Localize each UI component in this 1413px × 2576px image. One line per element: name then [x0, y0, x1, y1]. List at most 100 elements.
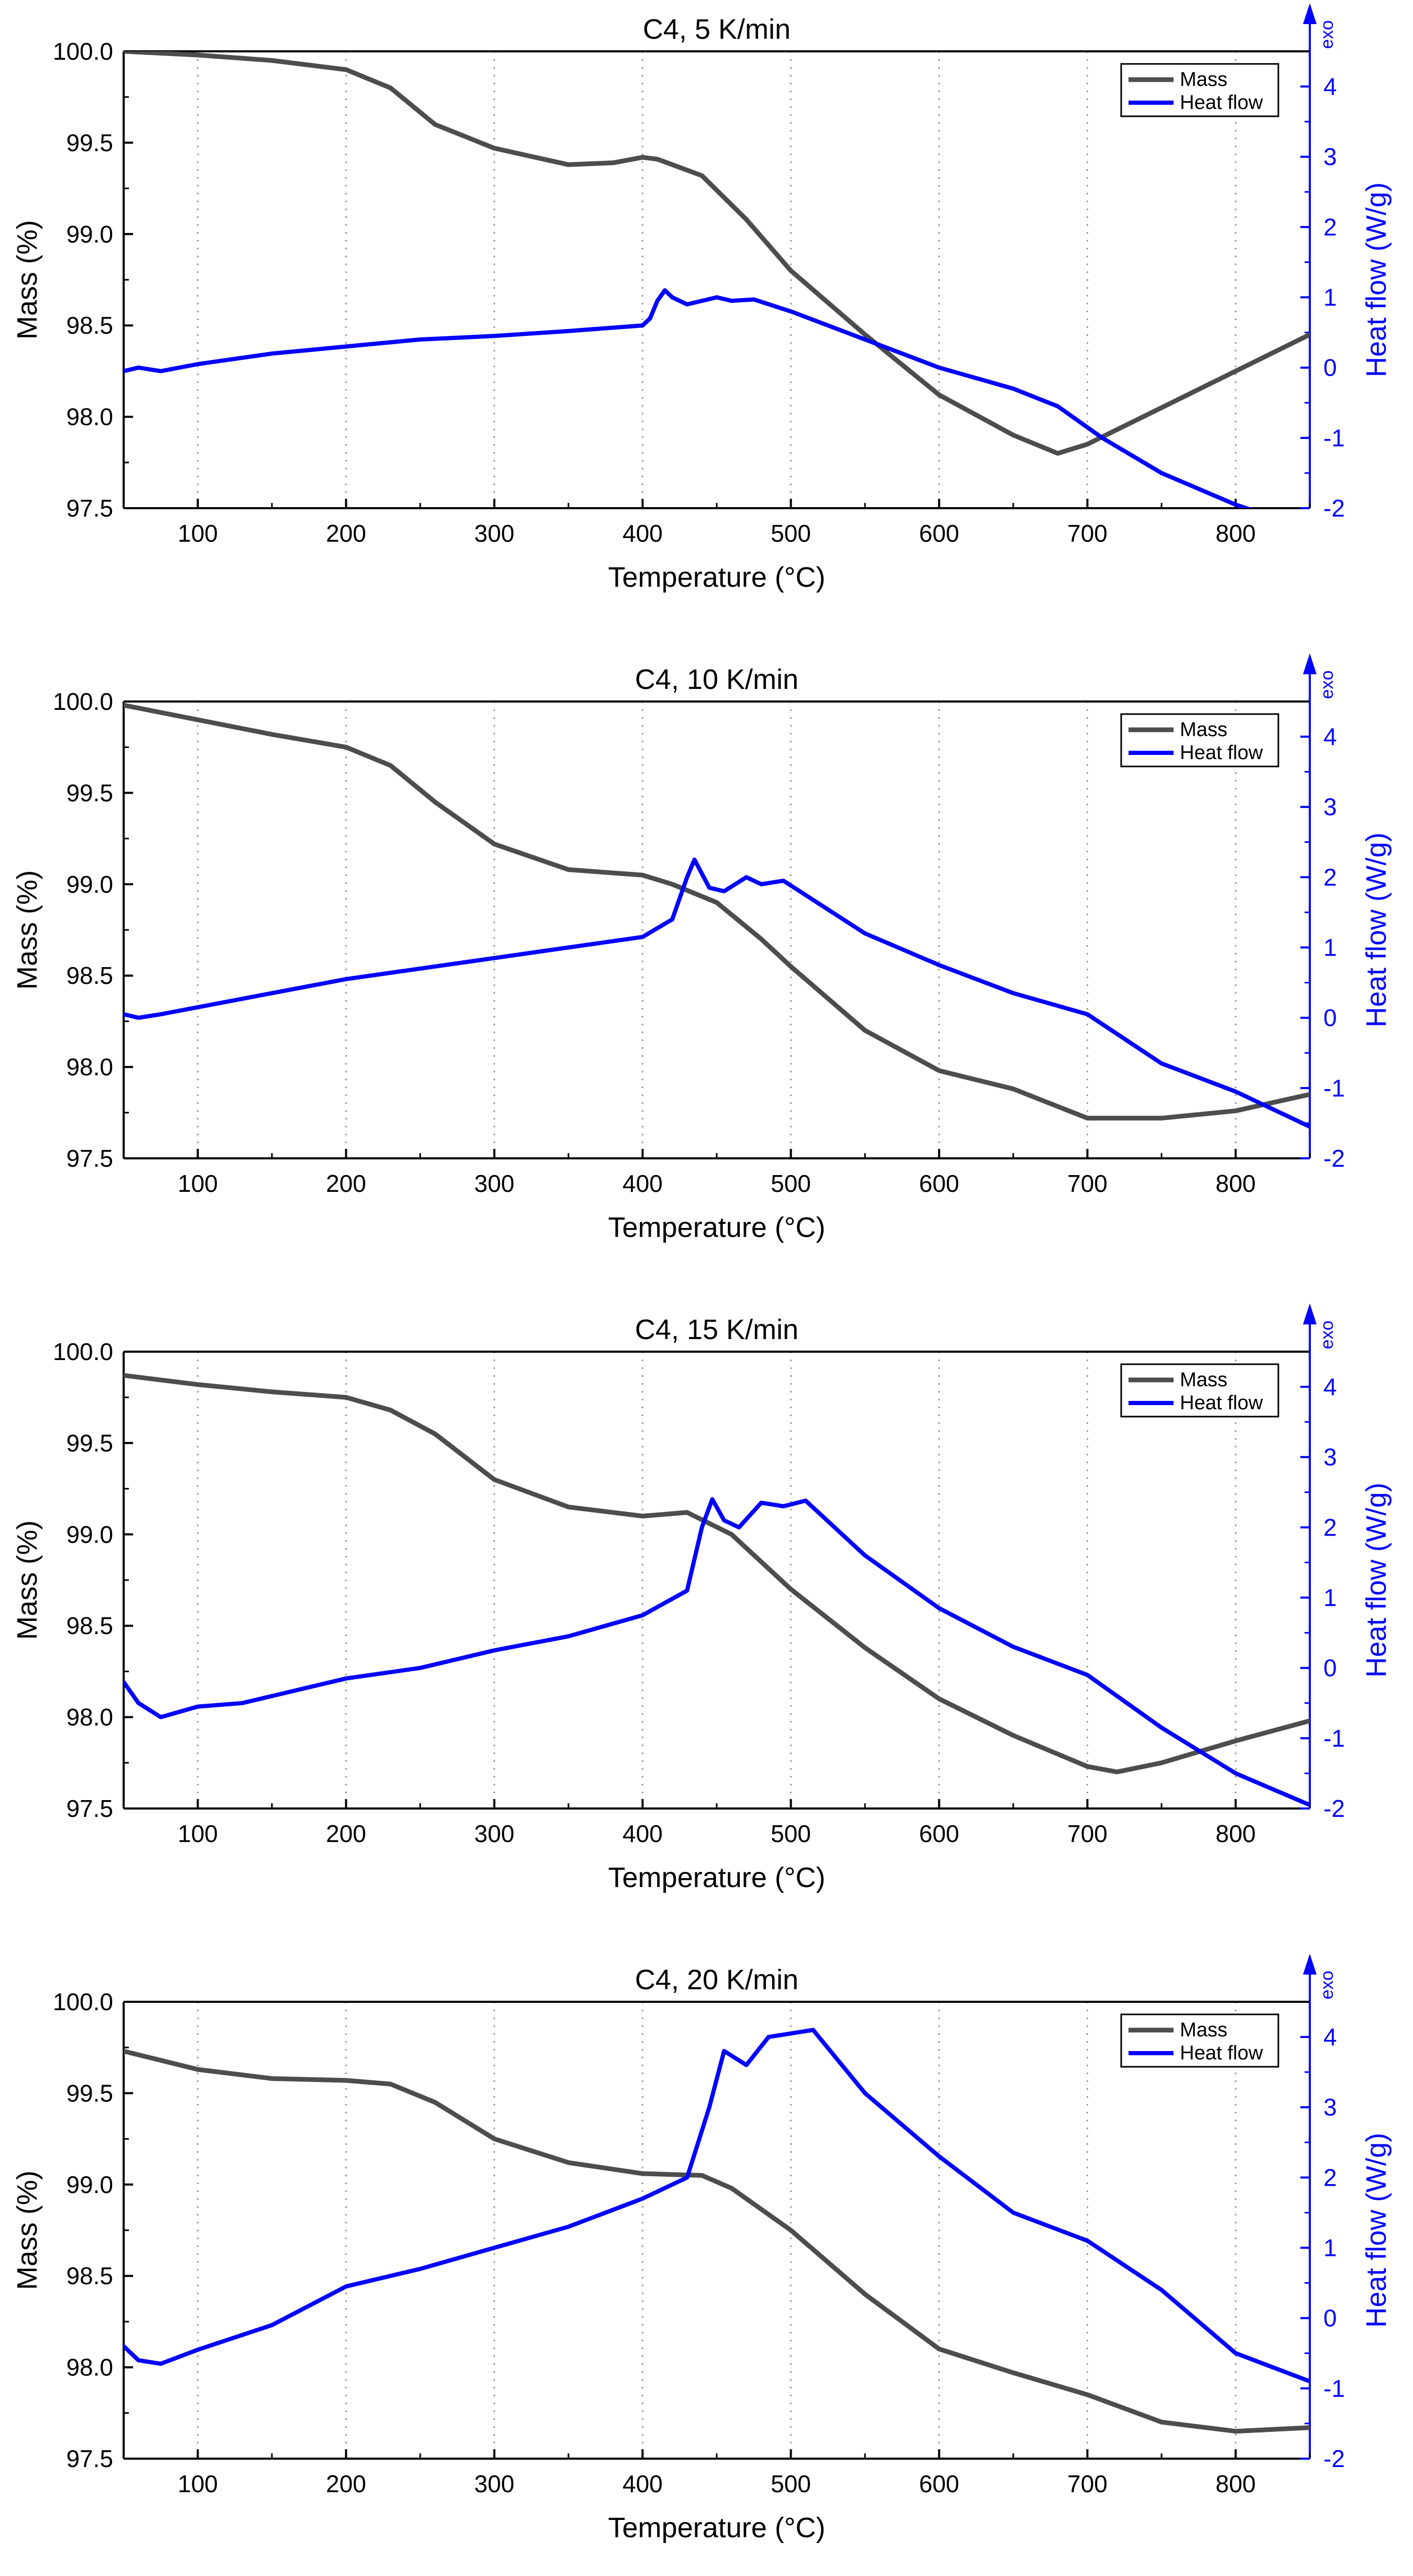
y2-tick-label: 1	[1323, 2234, 1337, 2262]
chart-title: C4, 15 K/min	[635, 1314, 798, 1345]
legend-label-mass: Mass	[1180, 1369, 1228, 1391]
y-tick-label: 99.5	[66, 129, 113, 156]
x-tick-label: 800	[1215, 2470, 1256, 2497]
legend-label-mass: Mass	[1180, 69, 1228, 91]
y2-tick-label: 3	[1323, 143, 1337, 170]
x-tick-label: 200	[326, 2470, 366, 2497]
y-axis-right-label: Heat flow (W/g)	[1361, 182, 1392, 377]
y-tick-label: 99.0	[66, 2171, 113, 2198]
y2-tick-label: -1	[1323, 2375, 1345, 2402]
chart-panel-2: C4, 10 K/min exo 100 200 300 400 500 600 700 800 9…	[12, 653, 1392, 1243]
x-tick-label: 400	[622, 1820, 663, 1847]
y2-tick-label: 0	[1323, 1654, 1337, 1682]
x-tick-label: 400	[622, 520, 663, 547]
y-tick-label: 98.5	[66, 312, 113, 339]
y-tick-label: 100.0	[53, 1988, 113, 2015]
x-tick-label: 600	[919, 520, 959, 547]
y2-tick-label: 0	[1323, 354, 1337, 381]
x-tick-label: 600	[919, 1820, 959, 1847]
chart-title: C4, 5 K/min	[643, 14, 791, 45]
y-axis-right-label: Heat flow (W/g)	[1361, 2133, 1392, 2328]
exo-label: exo	[1317, 20, 1337, 49]
y-tick-label: 98.0	[66, 2354, 113, 2381]
y-axis-left-label: Mass (%)	[12, 220, 43, 339]
chart-panel-1: C4, 5 K/min exo 100 200 300 400 500 600 700 800 97…	[12, 3, 1392, 593]
y2-tick-label: 4	[1323, 1373, 1337, 1400]
y2-tick-label: 3	[1323, 793, 1337, 820]
exo-arrow-icon	[1303, 1954, 1317, 1975]
y-tick-label: 99.5	[66, 2079, 113, 2107]
y2-tick-label: -2	[1323, 2445, 1345, 2472]
x-tick-label: 100	[178, 1820, 218, 1847]
y2-tick-label: 2	[1323, 213, 1337, 240]
y-axis-right-label: Heat flow (W/g)	[1361, 1483, 1392, 1678]
series-line-heat-flow	[124, 1497, 1310, 1807]
chart-panel-4: C4, 20 K/min exo 100 200 300 400 500 600 700 800 9…	[12, 1954, 1392, 2544]
series-line-heat-flow	[124, 288, 1252, 508]
x-tick-label: 500	[771, 2470, 811, 2497]
y-tick-label: 99.0	[66, 1521, 113, 1548]
x-tick-label: 800	[1215, 1170, 1256, 1197]
x-axis-label: Temperature (°C)	[608, 1862, 826, 1893]
y-tick-label: 100.0	[53, 1338, 113, 1365]
exo-arrow-icon	[1303, 3, 1317, 24]
y-axis-right-label: Heat flow (W/g)	[1361, 832, 1392, 1027]
y2-tick-label: -1	[1323, 424, 1345, 452]
legend-label-heat-flow: Heat flow	[1180, 1392, 1263, 1414]
x-axis-label: Temperature (°C)	[608, 1212, 826, 1243]
series-line-mass	[124, 703, 1310, 1121]
series-line-mass	[124, 1373, 1310, 1774]
x-tick-label: 200	[326, 1170, 366, 1197]
exo-arrow-icon	[1303, 653, 1317, 674]
legend-box	[1120, 713, 1279, 768]
y-tick-label: 98.0	[66, 1054, 113, 1081]
x-tick-label: 200	[326, 1820, 366, 1847]
y-tick-label: 99.0	[66, 871, 113, 898]
y2-tick-label: -2	[1323, 1795, 1345, 1822]
y2-tick-label: 1	[1323, 284, 1337, 311]
x-tick-label: 700	[1067, 1820, 1108, 1847]
y-axis-left-label: Mass (%)	[12, 1520, 43, 1640]
y2-tick-label: -2	[1323, 495, 1345, 522]
x-tick-label: 300	[474, 1820, 514, 1847]
y2-tick-label: 3	[1323, 2093, 1337, 2121]
y2-tick-label: 0	[1323, 2305, 1337, 2332]
x-tick-label: 300	[474, 520, 514, 547]
series-line-heat-flow	[124, 2027, 1310, 2384]
x-tick-label: 800	[1215, 520, 1256, 547]
y2-tick-label: 2	[1323, 1514, 1337, 1541]
legend-label-heat-flow: Heat flow	[1180, 2042, 1263, 2064]
x-tick-label: 500	[771, 1820, 811, 1847]
y-axis-left-label: Mass (%)	[12, 870, 43, 990]
y2-tick-label: 0	[1323, 1004, 1337, 1032]
exo-arrow-icon	[1303, 1303, 1317, 1324]
y-axis-left-label: Mass (%)	[12, 2171, 43, 2290]
exo-label: exo	[1317, 1971, 1337, 2000]
chart-title: C4, 20 K/min	[635, 1964, 798, 1996]
y2-tick-label: 3	[1323, 1443, 1337, 1471]
y2-tick-label: 4	[1323, 723, 1337, 750]
x-tick-label: 800	[1215, 1820, 1256, 1847]
y-tick-label: 100.0	[53, 38, 113, 65]
x-tick-label: 100	[178, 520, 218, 547]
y-tick-label: 99.5	[66, 1429, 113, 1456]
y2-tick-label: 4	[1323, 73, 1337, 100]
y2-tick-label: 4	[1323, 2023, 1337, 2051]
series-line-mass	[124, 2048, 1310, 2434]
legend-box	[1120, 2013, 1279, 2068]
x-tick-label: 700	[1067, 520, 1108, 547]
x-tick-label: 300	[474, 1170, 514, 1197]
y-tick-label: 98.0	[66, 403, 113, 431]
legend-label-heat-flow: Heat flow	[1180, 92, 1263, 114]
x-tick-label: 700	[1067, 2470, 1108, 2497]
y-tick-label: 98.5	[66, 2262, 113, 2289]
y-tick-label: 99.5	[66, 779, 113, 806]
x-tick-label: 100	[178, 2470, 218, 2497]
legend-label-mass: Mass	[1180, 719, 1228, 741]
y-tick-label: 97.5	[66, 495, 113, 522]
